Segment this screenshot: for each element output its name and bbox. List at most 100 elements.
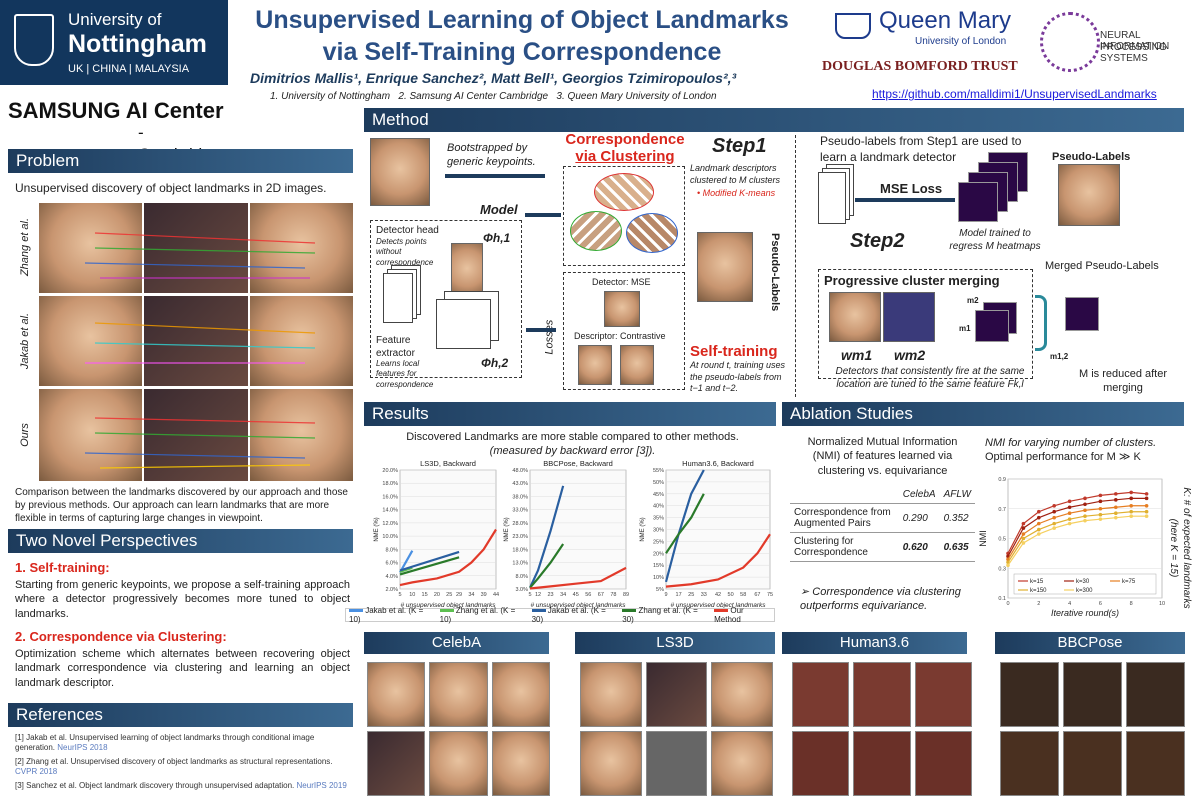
self-training-text: At round t, training uses the pseudo-lab…: [690, 360, 786, 394]
series-line: [1007, 515, 1147, 566]
data-point: [1037, 515, 1041, 520]
perspective-1-text: Starting from generic keypoints, we prop…: [15, 579, 350, 620]
problem-caption: Comparison between the landmarks discove…: [15, 487, 348, 524]
series-line: [665, 493, 705, 554]
data-point: [1129, 514, 1133, 518]
data-point: [1129, 490, 1133, 495]
data-point: [1006, 563, 1010, 568]
cluster-red: [594, 173, 654, 211]
y-tick-label: 0.3: [998, 566, 1006, 572]
data-point: [1021, 532, 1026, 536]
legend-label: k=150: [1030, 588, 1047, 594]
y-tick-label: 43.0%: [512, 481, 528, 487]
authors: Dimitrios Mallis¹, Enrique Sanchez², Mat…: [250, 70, 737, 86]
neurips-swirl-icon: [1040, 12, 1100, 72]
nmi-plot-title-2: Optimal performance for M ≫ K: [985, 451, 1141, 463]
y-tick-label: 25%: [653, 539, 664, 545]
y-tick-label: 30%: [653, 528, 664, 534]
github-link[interactable]: https://github.com/malldimi1/Unsupervise…: [872, 87, 1157, 101]
x-tick-label: 44: [493, 592, 499, 598]
y-tick-label: 18.0%: [512, 547, 528, 553]
pseudo-labels-vertical: Pseudo-Labels: [769, 233, 782, 312]
model-box: Detector head Detects points without cor…: [370, 220, 522, 389]
x-tick-label: 67: [598, 592, 604, 598]
chart-title: LS3D, Backward: [420, 459, 476, 468]
data-point: [1144, 496, 1149, 501]
model-trained-text: Model trained to regress M heatmaps: [949, 228, 1041, 252]
x-tick-label: 23: [548, 592, 554, 598]
cluster-green: [570, 211, 622, 251]
y-tick-label: 0.9: [998, 477, 1006, 483]
comparison-figure: Zhang et al. Jakab et al. Ours: [15, 203, 353, 481]
y-tick-label: 0.1: [998, 596, 1006, 602]
legend-label: k=15: [1030, 579, 1044, 585]
x-tick-label: 33: [701, 592, 707, 598]
legend-label: k=75: [1122, 579, 1136, 585]
y-tick-label: 0.7: [998, 507, 1006, 513]
series-line: [1007, 505, 1147, 560]
ablation-heading: Ablation Studies: [782, 402, 1184, 426]
ls3d-samples: [580, 662, 773, 796]
losses-label: Losses: [543, 319, 556, 355]
merged-heatmap: [1065, 297, 1099, 331]
y-tick-label: 45%: [653, 492, 664, 498]
y-tick-label: 10%: [653, 575, 664, 581]
self-training-title: Self-training: [690, 343, 778, 360]
x-tick-label: 25: [688, 592, 694, 598]
series-line: [529, 543, 565, 589]
correspondence-lines: [84, 232, 316, 469]
queen-mary-logo: Queen Mary University of London: [835, 5, 1025, 53]
series-line: [1007, 491, 1147, 554]
x-tick-label: 75: [767, 592, 773, 598]
x-axis-label: # unsupervised object landmarks: [530, 602, 626, 609]
dataset-bbcpose: BBCPose: [995, 632, 1185, 654]
legend-label: k=30: [1076, 579, 1090, 585]
nottingham-logo: University of Nottingham UK | CHINA | MA…: [0, 0, 228, 85]
data-point: [1114, 515, 1118, 520]
bbcpose-samples: [1000, 662, 1185, 796]
chart-human36: 5% 10% 15% 20% 25% 30% 35% 40% 45% 50% 55% 9 17 25 33 4…: [640, 459, 773, 609]
y-tick-label: 14.0%: [382, 508, 398, 514]
data-point: [1129, 503, 1133, 508]
data-point: [1067, 517, 1072, 521]
y-tick-label: 18.0%: [382, 481, 398, 487]
data-point: [1021, 536, 1026, 541]
data-point: [1129, 509, 1133, 514]
model-label: Model: [480, 202, 518, 217]
problem-text: Unsupervised discovery of object landmar…: [15, 181, 327, 195]
data-point: [1083, 496, 1087, 501]
x-tick-label: 10: [1159, 601, 1165, 607]
data-point: [1114, 498, 1118, 502]
data-point: [1021, 521, 1026, 526]
data-point: [1052, 503, 1056, 508]
perspective-2-text: Optimization scheme which alternates bet…: [15, 648, 350, 689]
x-tick-label: 58: [740, 592, 746, 598]
data-point: [1067, 499, 1072, 504]
dataset-ls3d: LS3D: [575, 632, 775, 654]
clustering-box: [563, 166, 685, 266]
perspective-1-title: 1. Self-training:: [15, 560, 110, 575]
x-tick-label: 56: [585, 592, 591, 598]
chart-title: Human3.6, Backward: [682, 459, 754, 468]
x-tick-label: 10: [409, 592, 415, 598]
x-tick-label: 39: [481, 592, 487, 598]
data-point: [1067, 505, 1072, 510]
y-tick-label: 55%: [653, 468, 664, 474]
data-point: [1083, 508, 1087, 513]
y-tick-label: 15%: [653, 563, 664, 569]
ablation-table: CelebA AFLW Correspondence from Augmented…: [790, 486, 975, 562]
arrow-to-clustering: [445, 174, 545, 178]
merging-box: Progressive cluster merging wm1 wm2 m2 m…: [818, 269, 1033, 379]
y-tick-label: 8.0%: [515, 574, 528, 580]
castle-icon: [14, 14, 54, 66]
data-point: [1052, 521, 1056, 526]
dataset-human36: Human3.6: [782, 632, 967, 654]
y-tick-label: 2.0%: [385, 587, 398, 593]
ablation-conclusion: ➢ Correspondence via clustering outperfo…: [800, 586, 961, 613]
perspective-2-title: 2. Correspondence via Clustering:: [15, 629, 227, 644]
m-reduced-text: M is reduced after merging: [1078, 368, 1168, 395]
y-tick-label: 8.0%: [385, 547, 398, 553]
input-face-image: [370, 138, 430, 206]
neurips-logo: NEURAL INFORMATION PROCESSING SYSTEMS: [1040, 8, 1195, 78]
data-point: [1129, 496, 1133, 501]
